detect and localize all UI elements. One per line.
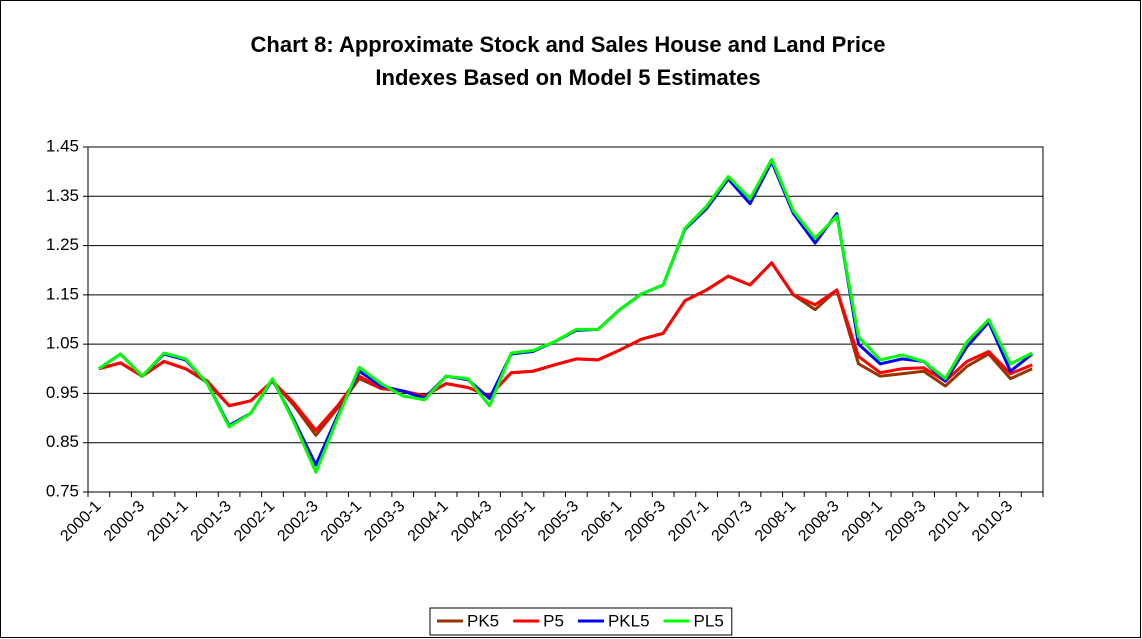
series-line — [98, 261, 1033, 432]
y-tick-label: 1.05 — [46, 334, 79, 353]
y-tick-label: 1.35 — [46, 186, 79, 205]
y-tick-label: 1.25 — [46, 235, 79, 254]
y-tick-label: 1.45 — [46, 136, 79, 155]
legend-label: PL5 — [694, 611, 724, 630]
series-line — [98, 157, 1033, 474]
legend-label: PK5 — [467, 611, 499, 630]
chart-title: Chart 8: Approximate Stock and Sales Hou… — [251, 32, 886, 57]
y-tick-label: 0.85 — [46, 432, 79, 451]
chart-title: Indexes Based on Model 5 Estimates — [375, 65, 760, 90]
y-tick-label: 1.15 — [46, 284, 79, 303]
legend-label: PKL5 — [608, 611, 650, 630]
y-tick-label: 0.95 — [46, 383, 79, 402]
y-tick-label: 0.75 — [46, 481, 79, 500]
legend-label: P5 — [543, 611, 564, 630]
